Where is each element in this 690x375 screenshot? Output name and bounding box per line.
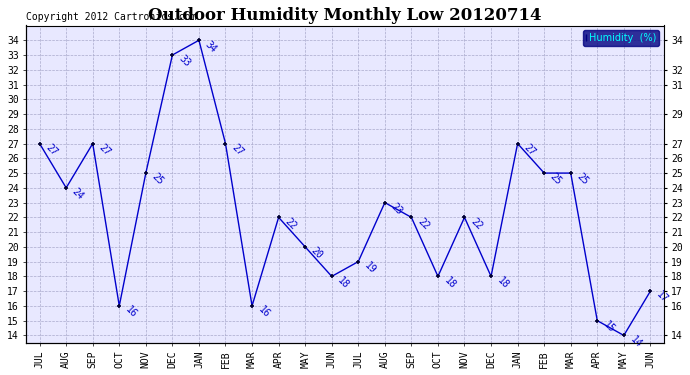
Point — [645, 288, 656, 294]
Text: 34: 34 — [203, 39, 219, 54]
Point — [61, 185, 72, 191]
Point — [87, 141, 98, 147]
Text: 19: 19 — [362, 260, 378, 276]
Point — [299, 244, 310, 250]
Text: 14: 14 — [628, 334, 643, 350]
Point — [459, 214, 470, 220]
Text: 24: 24 — [70, 186, 86, 202]
Point — [433, 273, 444, 279]
Point — [486, 273, 497, 279]
Text: 22: 22 — [469, 216, 484, 231]
Point — [618, 332, 629, 338]
Text: 20: 20 — [309, 246, 325, 261]
Legend: Humidity  (%): Humidity (%) — [582, 30, 659, 46]
Text: 22: 22 — [415, 216, 431, 231]
Text: 27: 27 — [43, 142, 59, 158]
Text: 33: 33 — [177, 54, 192, 69]
Text: 23: 23 — [389, 201, 404, 217]
Text: 27: 27 — [522, 142, 537, 158]
Text: 18: 18 — [336, 275, 351, 290]
Text: 18: 18 — [495, 275, 511, 290]
Text: 27: 27 — [97, 142, 112, 158]
Point — [34, 141, 45, 147]
Text: 25: 25 — [575, 172, 590, 187]
Text: Copyright 2012 Cartronics.com: Copyright 2012 Cartronics.com — [26, 12, 197, 22]
Point — [220, 141, 231, 147]
Point — [326, 273, 337, 279]
Point — [565, 170, 576, 176]
Title: Outdoor Humidity Monthly Low 20120714: Outdoor Humidity Monthly Low 20120714 — [148, 7, 542, 24]
Text: 18: 18 — [442, 275, 457, 290]
Point — [167, 52, 178, 58]
Point — [512, 141, 523, 147]
Point — [246, 303, 257, 309]
Point — [273, 214, 284, 220]
Point — [406, 214, 417, 220]
Point — [353, 259, 364, 265]
Text: 22: 22 — [283, 216, 298, 231]
Text: 16: 16 — [124, 304, 139, 320]
Text: 17: 17 — [655, 290, 670, 305]
Text: 16: 16 — [256, 304, 272, 320]
Text: 27: 27 — [230, 142, 245, 158]
Text: 25: 25 — [150, 172, 166, 187]
Point — [380, 200, 391, 206]
Point — [114, 303, 125, 309]
Point — [592, 318, 603, 324]
Text: 25: 25 — [549, 172, 564, 187]
Point — [140, 170, 151, 176]
Point — [539, 170, 550, 176]
Text: 15: 15 — [602, 319, 617, 334]
Point — [193, 37, 204, 43]
